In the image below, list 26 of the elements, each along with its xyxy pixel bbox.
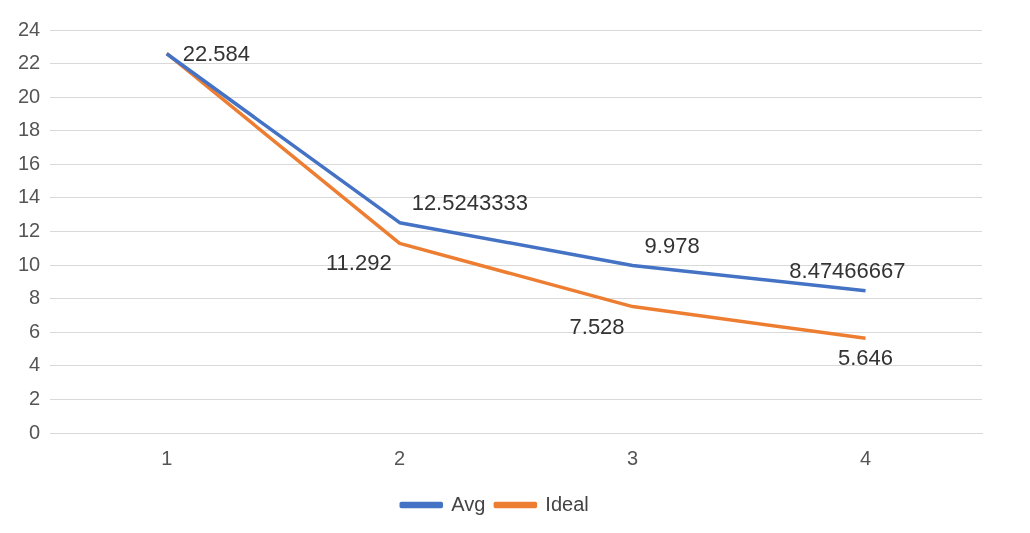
y-tick-label: 20 — [18, 84, 41, 107]
y-tick-label: 24 — [18, 17, 41, 40]
y-tick-label: 6 — [29, 319, 41, 342]
x-tick-label: 4 — [859, 446, 872, 469]
data-label: 9.978 — [644, 232, 700, 258]
legend-label: Avg — [451, 492, 486, 515]
data-label: 5.646 — [838, 345, 894, 371]
y-tick-label: 0 — [29, 420, 41, 443]
data-label: 7.528 — [569, 313, 625, 339]
data-label: 12.5243333 — [411, 189, 528, 215]
y-tick-label: 16 — [18, 151, 41, 174]
y-tick-label: 4 — [29, 353, 41, 376]
data-label: 11.292 — [326, 250, 392, 276]
x-tick-label: 2 — [394, 446, 406, 469]
y-tick-label: 12 — [18, 219, 41, 242]
x-tick-label: 1 — [161, 446, 173, 469]
y-tick-label: 2 — [29, 386, 41, 409]
y-tick-label: 18 — [18, 118, 41, 141]
x-tick-label: 3 — [627, 446, 639, 469]
y-tick-label: 10 — [18, 252, 41, 275]
legend-label: Ideal — [545, 492, 589, 515]
data-label: 22.584 — [182, 40, 251, 66]
y-tick-label: 14 — [18, 185, 41, 208]
data-label: 8.47466667 — [789, 257, 906, 283]
y-tick-label: 8 — [29, 286, 41, 309]
y-tick-label: 22 — [18, 51, 41, 74]
